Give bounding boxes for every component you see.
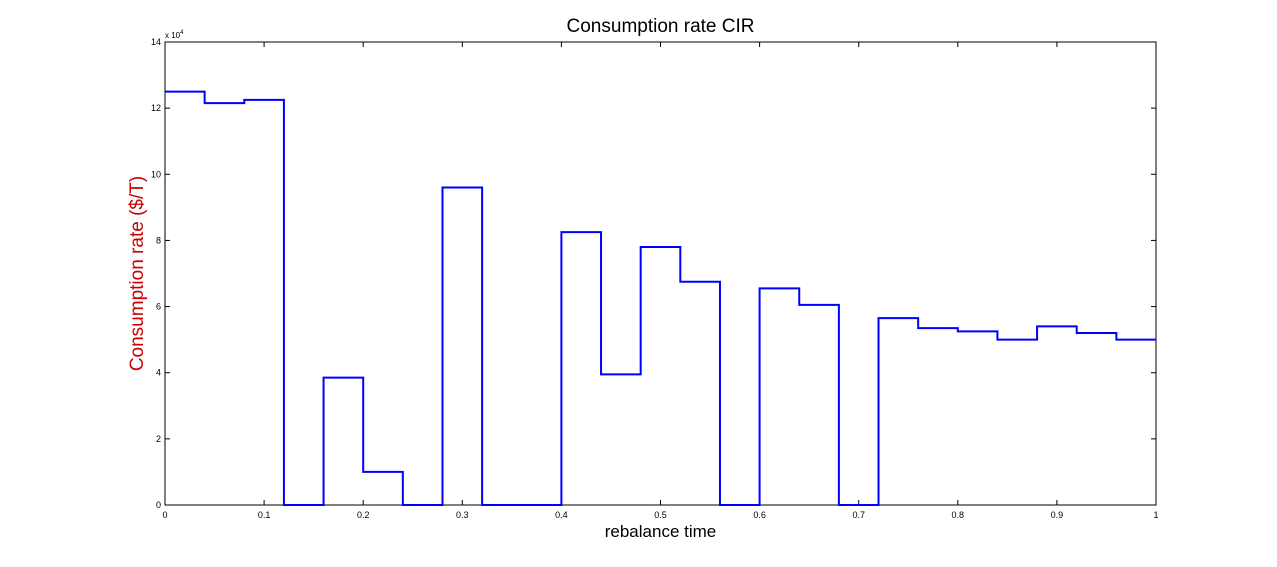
y-tick-label: 10 (151, 169, 161, 179)
series-line-0 (165, 90, 1156, 506)
x-tick-label: 1 (1153, 510, 1158, 520)
chart-title: Consumption rate CIR (567, 16, 755, 37)
x-tick-label: 0.9 (1051, 510, 1064, 520)
x-tick-label: 0.1 (258, 510, 271, 520)
y-tick-label: 12 (151, 103, 161, 113)
y-tick-label: 0 (156, 500, 161, 510)
x-tick-label: 0.3 (456, 510, 469, 520)
y-tick-label: 6 (156, 302, 161, 312)
x-tick-label: 0.6 (753, 510, 766, 520)
y-axis-ticks: 0 2 4 6 8 10 12 14 (151, 37, 1156, 510)
x-tick-label: 0.7 (852, 510, 865, 520)
y-axis-exponent-base: x 10 (165, 31, 181, 40)
y-tick-label: 14 (151, 37, 161, 47)
y-axis-label: Consumption rate ($/T) (127, 176, 148, 371)
y-tick-label: 2 (156, 434, 161, 444)
x-axis-label: rebalance time (605, 522, 717, 541)
plot-area (164, 41, 1157, 506)
y-axis-exponent: x 104 (165, 30, 184, 40)
x-tick-label: 0.5 (654, 510, 667, 520)
y-tick-label: 8 (156, 235, 161, 245)
x-tick-label: 0.4 (555, 510, 568, 520)
series-layer (165, 90, 1156, 506)
x-tick-label: 0.2 (357, 510, 370, 520)
y-tick-label: 4 (156, 368, 161, 378)
x-tick-label: 0.8 (952, 510, 965, 520)
y-axis-exponent-power: 4 (180, 30, 184, 36)
x-tick-label: 0 (162, 510, 167, 520)
